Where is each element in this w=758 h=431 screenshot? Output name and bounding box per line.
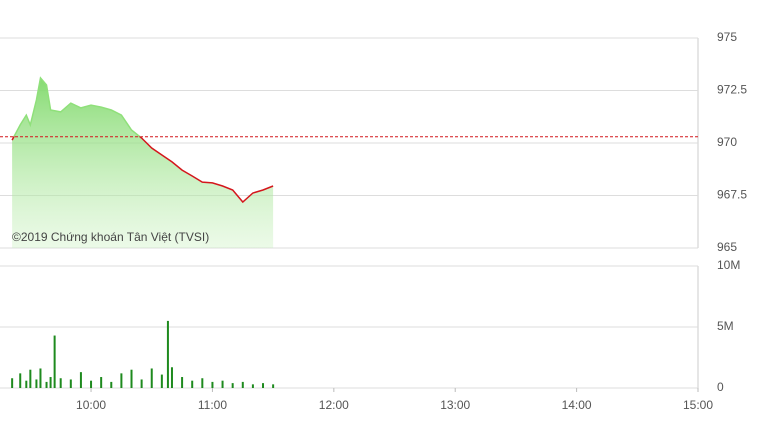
volume-bar <box>120 373 123 388</box>
y-tick-label: 970 <box>717 135 737 149</box>
volume-bar <box>191 380 194 388</box>
volume-bar <box>69 379 72 388</box>
volume-bar <box>241 381 244 388</box>
volume-bar <box>79 372 82 388</box>
volume-bar <box>25 380 28 388</box>
x-tick-label: 12:00 <box>319 398 349 412</box>
x-tick-label: 14:00 <box>562 398 592 412</box>
volume-bar <box>110 381 113 388</box>
price-line <box>11 76 274 204</box>
volume-bar <box>262 383 265 388</box>
volume-bar <box>231 383 234 388</box>
y-tick-label: 0 <box>717 380 724 394</box>
volume-bar <box>221 380 224 388</box>
y-tick-label: 10M <box>717 258 740 272</box>
volume-bar <box>251 384 254 388</box>
volume-bar <box>45 381 48 388</box>
volume-bar <box>29 369 32 388</box>
x-tick-label: 11:00 <box>198 398 227 412</box>
volume-bar <box>166 320 169 388</box>
volume-bar <box>90 380 93 388</box>
y-tick-label: 5M <box>717 319 734 333</box>
price-area <box>12 77 274 249</box>
x-tick-label: 13:00 <box>440 398 470 412</box>
volume-bar <box>100 377 103 388</box>
volume-bar <box>130 369 133 388</box>
volume-bar <box>49 377 52 388</box>
volume-bar <box>39 368 42 388</box>
volume-bar <box>201 378 204 388</box>
y-tick-label: 965 <box>717 240 737 254</box>
volume-bar <box>160 374 163 388</box>
volume-bar <box>140 379 143 388</box>
copyright: ©2019 Chứng khoán Tân Việt (TVSI) <box>12 230 209 244</box>
x-tick-label: 10:00 <box>76 398 106 412</box>
volume-bar <box>181 377 184 388</box>
volume-bar <box>35 379 38 388</box>
y-tick-label: 975 <box>717 30 737 44</box>
volume-bar <box>211 381 214 388</box>
volume-bar <box>19 373 22 388</box>
volume-bar <box>11 378 14 388</box>
volume-bar <box>272 384 275 388</box>
x-tick-label: 15:00 <box>683 398 713 412</box>
volume-bar <box>170 367 173 388</box>
y-tick-label: 967.5 <box>717 188 747 202</box>
volume-bar <box>59 378 62 388</box>
y-tick-label: 972.5 <box>717 83 747 97</box>
volume-bar <box>150 368 153 388</box>
volume-bar <box>53 335 56 388</box>
